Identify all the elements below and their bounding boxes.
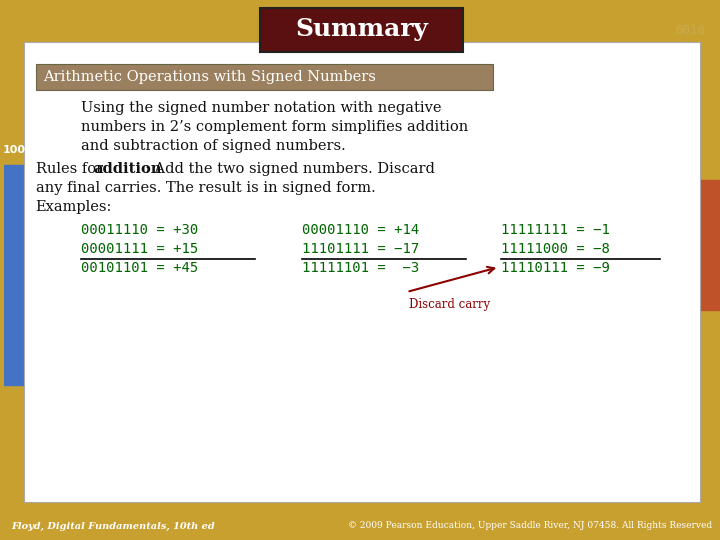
- Text: Floyd, Digital Fundamentals, 10th ed: Floyd, Digital Fundamentals, 10th ed: [12, 522, 215, 530]
- Bar: [700, 180, 720, 310]
- Text: 11111000 = −8: 11111000 = −8: [501, 242, 610, 256]
- Text: Summary: Summary: [295, 17, 428, 41]
- Text: 00101101 = +45: 00101101 = +45: [81, 261, 199, 275]
- Bar: [4, 165, 24, 385]
- Text: addition: addition: [94, 162, 162, 176]
- Text: any final carries. The result is in signed form.: any final carries. The result is in sign…: [35, 181, 375, 195]
- Bar: [24, 42, 700, 502]
- Text: Discard carry: Discard carry: [409, 298, 490, 311]
- Text: 11111111 = −1: 11111111 = −1: [501, 223, 610, 237]
- Text: Arithmetic Operations with Signed Numbers: Arithmetic Operations with Signed Number…: [43, 70, 377, 84]
- Text: 11111101 =  −3: 11111101 = −3: [302, 261, 420, 275]
- Text: 00001110 = +14: 00001110 = +14: [302, 223, 420, 237]
- Text: 0010: 0010: [675, 24, 705, 37]
- Text: 00001111 = +15: 00001111 = +15: [81, 242, 199, 256]
- Text: : Add the two signed numbers. Discard: : Add the two signed numbers. Discard: [145, 162, 435, 176]
- Text: 100: 100: [2, 145, 25, 155]
- Bar: [35, 64, 493, 90]
- Text: and subtraction of signed numbers.: and subtraction of signed numbers.: [81, 139, 346, 153]
- Text: 00011110 = +30: 00011110 = +30: [81, 223, 199, 237]
- Bar: [4, 512, 720, 540]
- Text: 11110111 = −9: 11110111 = −9: [501, 261, 610, 275]
- Text: numbers in 2’s complement form simplifies addition: numbers in 2’s complement form simplifie…: [81, 120, 469, 134]
- Text: Rules for: Rules for: [35, 162, 107, 176]
- Text: Examples:: Examples:: [35, 200, 112, 214]
- Text: Using the signed number notation with negative: Using the signed number notation with ne…: [81, 101, 442, 115]
- Bar: [261, 8, 464, 52]
- Text: © 2009 Pearson Education, Upper Saddle River, NJ 07458. All Rights Reserved: © 2009 Pearson Education, Upper Saddle R…: [348, 522, 712, 530]
- Text: 11101111 = −17: 11101111 = −17: [302, 242, 420, 256]
